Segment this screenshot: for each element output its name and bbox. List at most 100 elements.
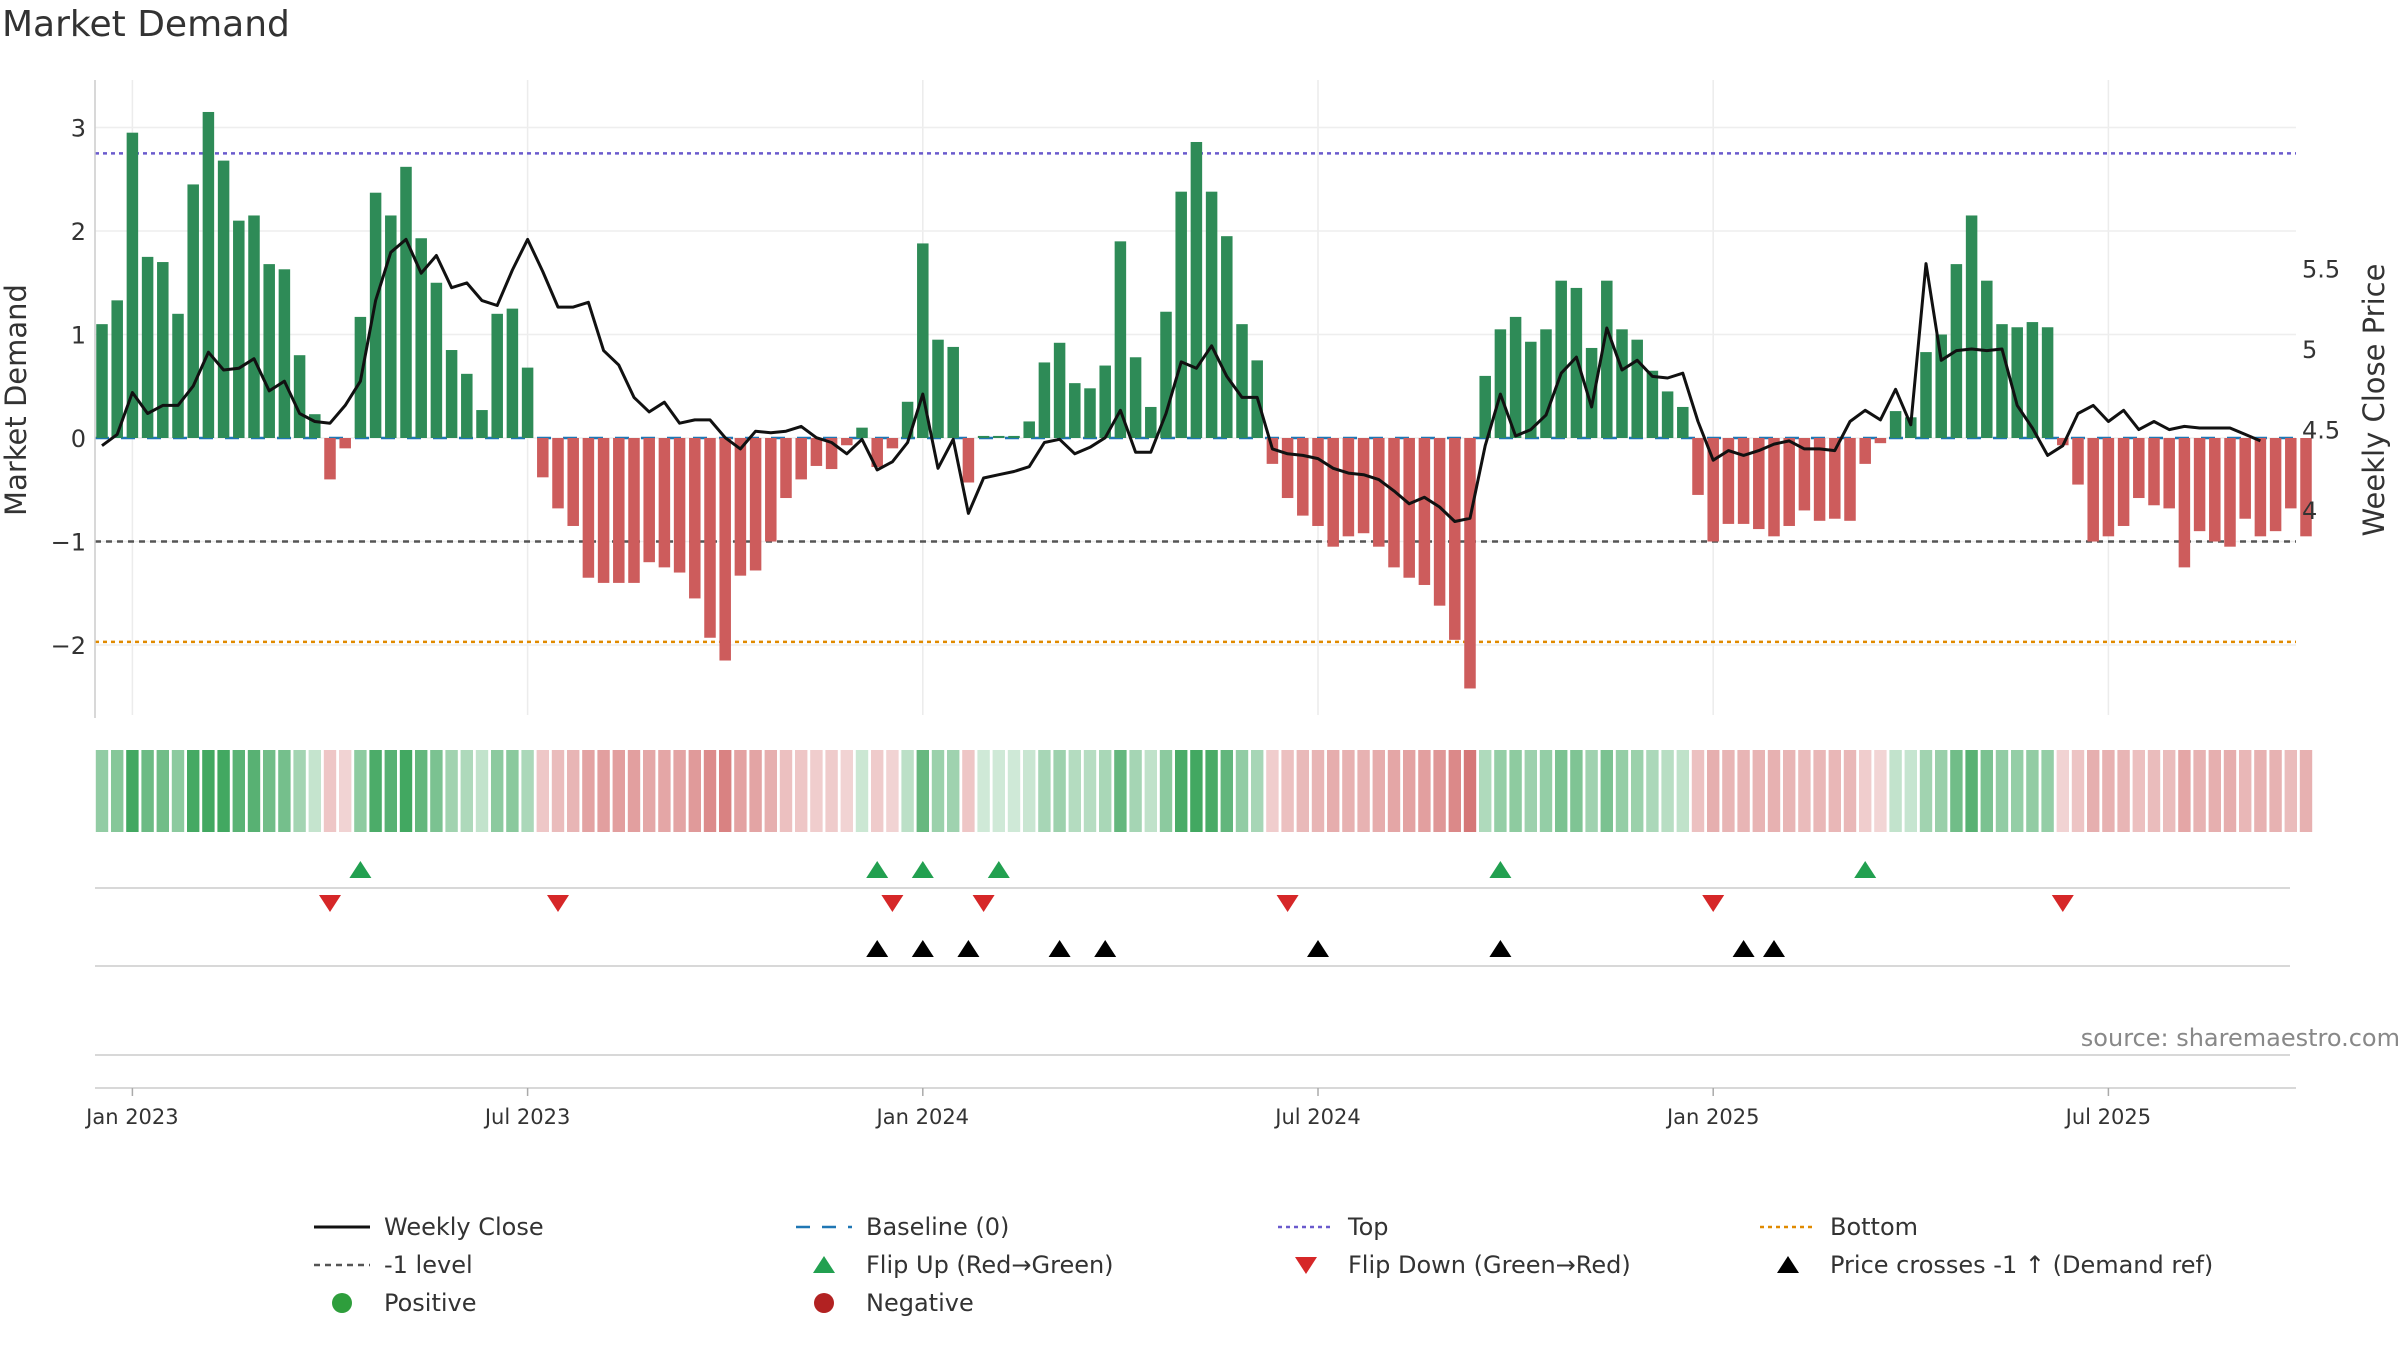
strip-cell — [886, 750, 899, 832]
strip-cell — [1494, 750, 1507, 832]
strip-cell — [1631, 750, 1644, 832]
legend-label: Positive — [384, 1289, 477, 1317]
demand-bar — [141, 256, 154, 438]
strip-cell — [475, 750, 489, 832]
strip-cell — [810, 750, 823, 832]
strip-cell — [627, 750, 641, 832]
strip-cell — [916, 750, 929, 832]
demand-bar — [901, 401, 914, 438]
strip-cell — [1767, 750, 1781, 832]
strip-cell — [977, 750, 990, 832]
strip-cell — [1114, 750, 1127, 832]
demand-bar — [491, 313, 503, 438]
demand-bar — [172, 313, 184, 438]
demand-bar — [1844, 438, 1856, 521]
strip-cell — [399, 750, 413, 832]
demand-bar — [1965, 215, 1978, 438]
flip-down-marker — [319, 895, 341, 912]
strip-cell — [415, 750, 428, 832]
demand-bar — [111, 300, 123, 438]
strip-cell — [171, 750, 185, 832]
strip-cell — [445, 750, 458, 832]
flip-down-marker — [2051, 895, 2074, 912]
strip-cell — [1965, 750, 1978, 832]
demand-bar — [704, 438, 716, 638]
flip-up-marker — [911, 861, 934, 878]
weekly-close-line — [101, 237, 2261, 523]
strip-cell — [1509, 750, 1522, 832]
strip-cell — [582, 750, 595, 832]
flip-up-marker — [1489, 861, 1512, 878]
strip-cell — [1372, 750, 1385, 832]
demand-bar — [1722, 438, 1735, 524]
strip-cell — [1068, 750, 1081, 832]
strip-cell — [323, 750, 337, 832]
strip-cell — [1038, 750, 1051, 832]
demand-bar — [1905, 417, 1917, 438]
strip-cell — [749, 750, 762, 832]
legend-label: Flip Up (Red→Green) — [866, 1251, 1114, 1279]
strip-cell — [491, 750, 504, 832]
demand-bar — [1798, 438, 1811, 511]
strip-cell — [1646, 750, 1659, 832]
demand-bar — [825, 438, 838, 470]
demand-bar — [1874, 438, 1887, 444]
strip-cell — [992, 750, 1005, 832]
demand-bar — [1357, 438, 1370, 534]
strip-cell — [1813, 750, 1826, 832]
strip-cell — [795, 750, 808, 832]
demand-bar — [643, 438, 655, 563]
demand-bar — [1418, 438, 1431, 585]
strip-cell — [1676, 750, 1689, 832]
strip-cell — [1220, 750, 1233, 832]
demand-bar — [1373, 438, 1385, 547]
demand-bar — [1677, 406, 1689, 438]
strip-cell — [1752, 750, 1765, 832]
strip-cell — [1327, 750, 1340, 832]
demand-bar — [157, 262, 169, 438]
left-tick-label: −2 — [51, 632, 86, 660]
legend: Weekly Close Baseline (0) Top Bottom -1 leve… — [310, 1208, 2310, 1328]
demand-bar — [233, 220, 245, 438]
strip-cell — [947, 750, 960, 832]
legend-item: Top — [1274, 1208, 1389, 1246]
strip-cell — [1053, 750, 1066, 832]
demand-bar — [339, 438, 351, 449]
demand-bar — [2239, 438, 2251, 519]
strip-cell — [217, 750, 230, 832]
strip-cell — [1707, 750, 1720, 832]
strip-cell — [2147, 750, 2161, 832]
strip-cell — [1205, 750, 1218, 832]
demand-bar — [2148, 438, 2160, 506]
legend-label: Price crosses -1 ↑ (Demand ref) — [1830, 1251, 2214, 1279]
demand-bar — [1540, 329, 1552, 438]
axes: 3 2 1 0 −1 −2 5.5 5 4.5 4 Market Demand Weekly Clos… — [0, 80, 2391, 718]
flip-down-marker — [1276, 895, 1299, 912]
strip-cell — [1919, 750, 1933, 832]
strip-cell — [1235, 750, 1249, 832]
demand-bar — [1631, 339, 1643, 438]
strip-cell — [460, 750, 473, 832]
legend-symbol — [1756, 1208, 1820, 1246]
price-cross-marker — [866, 940, 889, 957]
strip-cell — [1904, 750, 1917, 832]
demand-bar — [1783, 438, 1795, 526]
demand-bar — [1236, 324, 1248, 438]
x-tick-label: Jan 2024 — [875, 1105, 970, 1129]
strip-cell — [1555, 750, 1568, 832]
demand-bar — [1205, 191, 1218, 438]
demand-bar — [2254, 438, 2267, 537]
demand-bar — [2285, 438, 2297, 509]
flip-up-marker — [1854, 861, 1877, 878]
strip-cell — [354, 750, 367, 832]
strip-cell — [1722, 750, 1735, 832]
demand-bar — [1388, 438, 1400, 568]
demand-bar — [2269, 438, 2282, 532]
flip-down-marker — [1702, 895, 1725, 912]
strip-cell — [1615, 750, 1629, 832]
strip-cell — [308, 750, 321, 832]
strip-cell — [1600, 750, 1613, 832]
demand-bar — [567, 438, 579, 526]
demand-bar — [658, 438, 671, 568]
